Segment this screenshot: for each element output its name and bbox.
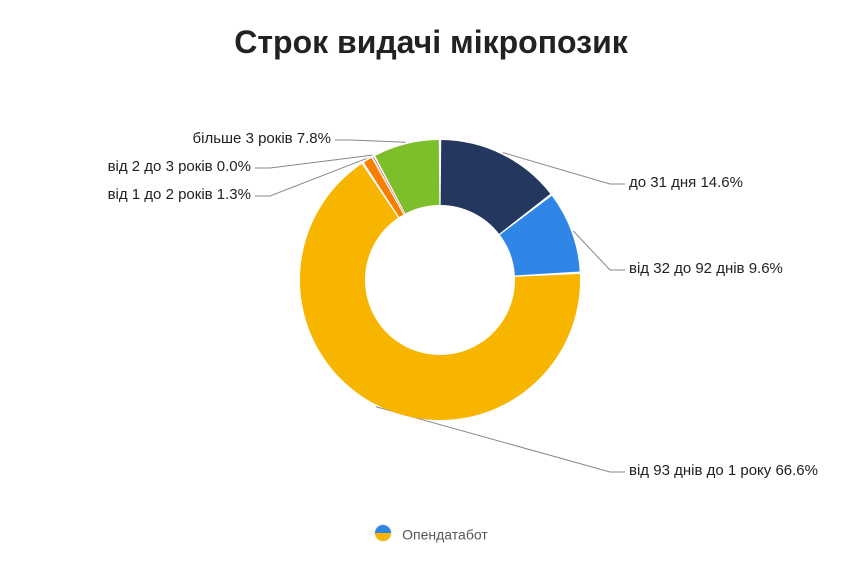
chart-area: до 31 дня 14.6%від 32 до 92 днів 9.6%від… <box>0 80 862 500</box>
chart-title: Строк видачі мікропозик <box>0 0 862 61</box>
slice-label-text: більше 3 років <box>193 130 297 147</box>
slice-label-pct: 14.6% <box>700 174 743 191</box>
slice-label-text: від 1 до 2 років <box>108 186 217 203</box>
slice-label: від 2 до 3 років 0.0% <box>108 158 251 175</box>
slice-label-pct: 1.3% <box>217 186 251 203</box>
slice-label-text: від 2 до 3 років <box>108 158 217 175</box>
slice-label: більше 3 років 7.8% <box>193 130 331 147</box>
slice-label-pct: 7.8% <box>297 130 331 147</box>
slice-label: від 32 до 92 днів 9.6% <box>629 260 783 277</box>
slice-label-pct: 9.6% <box>749 260 783 277</box>
slice-label-pct: 66.6% <box>775 462 818 479</box>
brand-text: Опендатабот <box>402 527 488 543</box>
slice-label: від 93 днів до 1 року 66.6% <box>629 462 818 479</box>
slice-label-pct: 0.0% <box>217 158 251 175</box>
brand-icon <box>374 524 392 545</box>
slice-label-text: від 93 днів до 1 року <box>629 462 775 479</box>
slice-label: до 31 дня 14.6% <box>629 174 743 191</box>
leader-line <box>573 231 625 270</box>
slice-label: від 1 до 2 років 1.3% <box>108 186 251 203</box>
donut-chart <box>300 140 580 420</box>
slice-label-text: від 32 до 92 днів <box>629 260 749 277</box>
slice-label-text: до 31 дня <box>629 174 700 191</box>
footer-brand: Опендатабот <box>0 524 862 545</box>
